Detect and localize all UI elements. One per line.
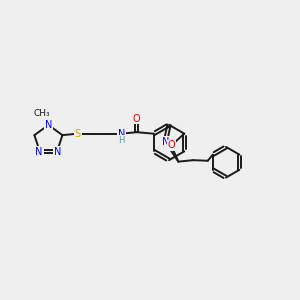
Text: O: O [167,140,175,151]
Text: CH₃: CH₃ [33,109,50,118]
Text: N: N [35,147,43,157]
Text: N: N [118,129,125,139]
Text: N: N [162,137,169,147]
Text: S: S [75,129,81,139]
Text: H: H [118,136,124,145]
Text: O: O [133,114,140,124]
Text: N: N [45,120,52,130]
Text: N: N [54,147,61,157]
